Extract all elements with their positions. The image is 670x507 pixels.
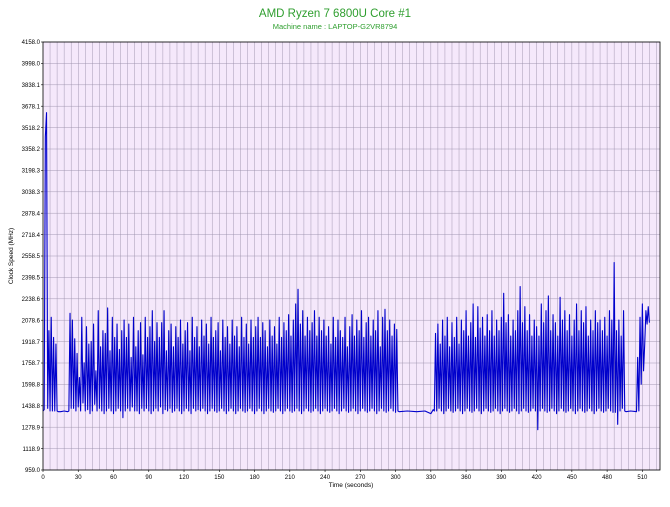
y-tick-label: 3838.1 [22,83,41,89]
x-tick-label: 510 [637,475,648,481]
series-layer [42,112,650,431]
y-tick-label: 959.0 [25,468,41,474]
y-tick-label: 3198.3 [22,169,41,175]
x-axis-ticks: 0 30 60 90 120 150 180 210 240 270 300 330 360 390 420… [41,470,648,481]
y-tick-label: 1438.8 [22,404,41,410]
y-tick-label: 1758.7 [22,361,41,367]
y-axis-label: Clock Speed (MHz) [8,228,15,284]
x-tick-label: 150 [214,475,225,481]
chart-title: AMD Ryzen 7 6800U Core #1 [259,8,411,20]
y-tick-label: 1598.8 [22,383,41,389]
x-tick-label: 300 [391,475,402,481]
x-tick-label: 0 [41,475,45,481]
chart-subtitle: Machine name : LAPTOP-G2VR8794 [273,22,398,31]
y-tick-label: 4158.0 [22,40,41,46]
x-tick-label: 90 [145,475,152,481]
y-tick-label: 3998.0 [22,62,41,68]
x-tick-label: 330 [426,475,437,481]
y-tick-label: 1118.9 [23,447,41,453]
y-tick-label: 1918.7 [22,340,41,346]
x-tick-label: 30 [75,475,82,481]
y-axis-ticks: 959.0 1118.9 1278.9 1438.8 1598.8 1758.7 1918.… [22,40,43,474]
x-tick-label: 450 [567,475,578,481]
y-tick-label: 3678.1 [22,104,41,110]
x-axis-label: Time (seconds) [329,482,374,489]
y-tick-label: 2238.6 [22,297,41,303]
y-tick-label: 3038.3 [22,190,41,196]
y-tick-label: 2078.6 [22,318,41,324]
x-tick-label: 480 [602,475,613,481]
x-tick-label: 120 [179,475,190,481]
x-tick-label: 420 [532,475,543,481]
x-tick-label: 240 [320,475,331,481]
series-line-clock-speed [42,112,650,431]
x-tick-label: 60 [110,475,117,481]
x-tick-label: 270 [355,475,366,481]
y-tick-label: 3518.2 [22,126,41,132]
y-tick-label: 2718.4 [22,233,41,239]
y-tick-label: 3358.2 [22,147,41,153]
x-tick-label: 390 [496,475,507,481]
x-tick-label: 180 [250,475,261,481]
y-tick-label: 1278.9 [22,425,41,431]
x-tick-label: 210 [285,475,296,481]
y-tick-label: 2398.5 [22,276,41,282]
y-tick-label: 2558.5 [22,254,41,260]
x-tick-label: 360 [461,475,472,481]
y-tick-label: 2878.4 [22,211,41,217]
